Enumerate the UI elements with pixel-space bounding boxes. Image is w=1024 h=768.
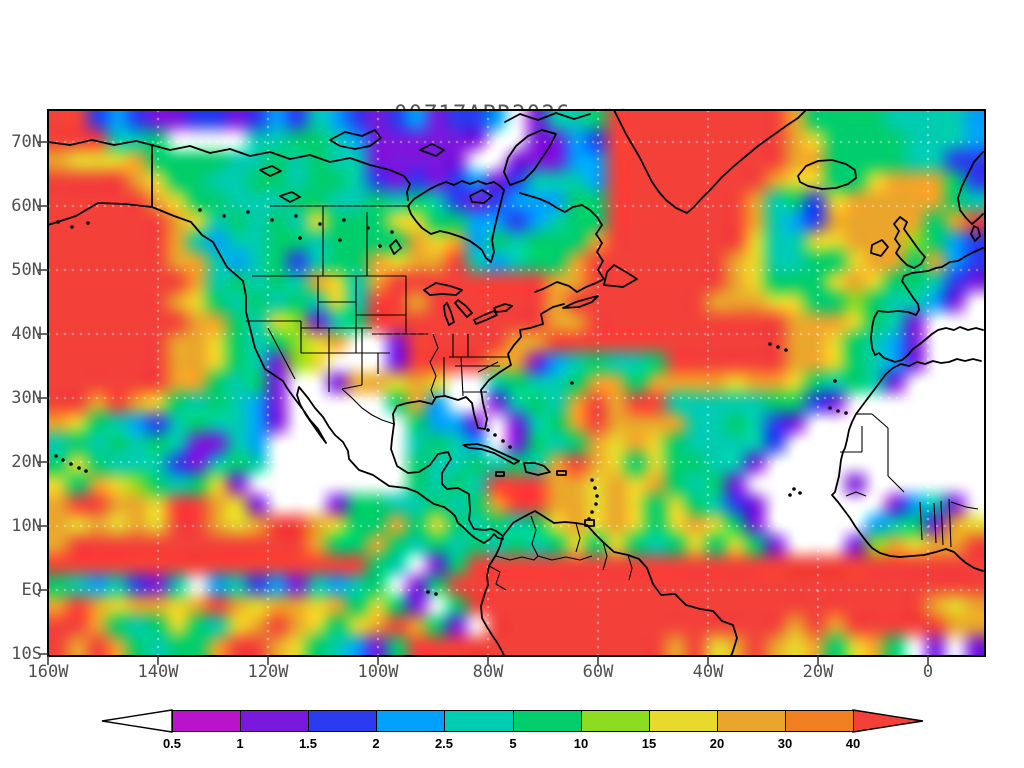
- colorbar-label: 30: [777, 736, 793, 751]
- colorbar-label: 10: [573, 736, 589, 751]
- colorbar-segment: [581, 710, 650, 732]
- lon-tick-label: 100W: [357, 662, 399, 682]
- lon-tick-label: 80W: [472, 662, 504, 682]
- lon-tick-label: 0: [922, 662, 934, 682]
- colorbar-over-arrow: [852, 709, 924, 733]
- colorbar-label: 2.5: [434, 736, 454, 751]
- lat-tick-label: 10N: [11, 516, 42, 536]
- colorbar-segment: [376, 710, 445, 732]
- lon-tick-label: 40W: [692, 662, 724, 682]
- precip-field-canvas: [48, 110, 985, 656]
- lat-tick-label: 30N: [11, 388, 42, 408]
- colorbar-label: 1: [236, 736, 244, 751]
- lon-tick-label: 60W: [582, 662, 614, 682]
- colorbar-label: 40: [845, 736, 861, 751]
- lon-tick-label: 160W: [27, 662, 69, 682]
- colorbar-label: 5: [509, 736, 517, 751]
- colorbar-label: 0.5: [162, 736, 182, 751]
- colorbar-segment: [308, 710, 377, 732]
- colorbar-segment: [717, 710, 786, 732]
- lat-tick-label: 50N: [11, 260, 42, 280]
- lon-tick-label: 140W: [137, 662, 179, 682]
- lon-tick-label: 120W: [247, 662, 289, 682]
- lat-tick-label: 70N: [11, 132, 42, 152]
- colorbar-segment: [172, 710, 241, 732]
- lat-tick-label: 60N: [11, 196, 42, 216]
- lat-tick-label: EQ: [21, 580, 42, 600]
- colorbar-segment: [513, 710, 582, 732]
- colorbar-segment: [785, 710, 854, 732]
- lon-tick-label: 20W: [802, 662, 834, 682]
- colorbar-label: 1.5: [298, 736, 318, 751]
- lat-tick-label: 40N: [11, 324, 42, 344]
- colorbar-label: 15: [641, 736, 657, 751]
- colorbar-segment: [649, 710, 718, 732]
- colorbar-segment: [444, 710, 514, 732]
- colorbar-under-arrow: [101, 709, 173, 733]
- colorbar-label: 2: [372, 736, 380, 751]
- lat-tick-label: 20N: [11, 452, 42, 472]
- colorbar-segment: [240, 710, 309, 732]
- lat-tick-label: 10S: [11, 644, 42, 664]
- colorbar-label: 20: [709, 736, 725, 751]
